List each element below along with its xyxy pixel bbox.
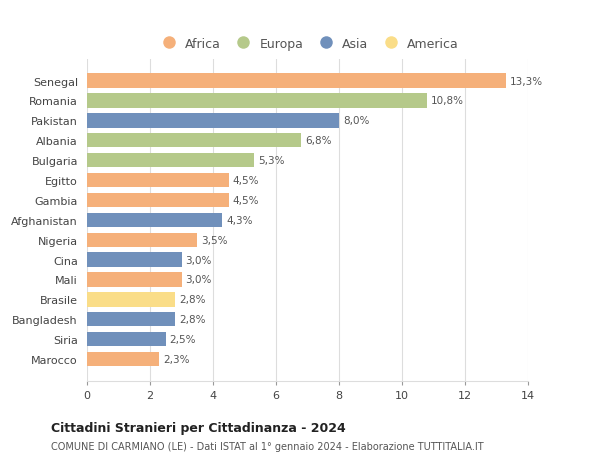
Legend: Africa, Europa, Asia, America: Africa, Europa, Asia, America <box>152 34 463 54</box>
Bar <box>87 313 175 327</box>
Bar <box>87 273 182 287</box>
Bar <box>87 292 175 307</box>
Text: Cittadini Stranieri per Cittadinanza - 2024: Cittadini Stranieri per Cittadinanza - 2… <box>51 421 346 434</box>
Text: 2,8%: 2,8% <box>179 295 205 305</box>
Text: 10,8%: 10,8% <box>431 96 464 106</box>
Bar <box>87 154 254 168</box>
Text: 6,8%: 6,8% <box>305 136 331 146</box>
Bar <box>87 193 229 207</box>
Text: 4,5%: 4,5% <box>233 196 259 206</box>
Bar <box>87 114 339 128</box>
Text: 3,5%: 3,5% <box>201 235 227 245</box>
Bar <box>87 253 182 267</box>
Text: 3,0%: 3,0% <box>185 255 212 265</box>
Text: 2,8%: 2,8% <box>179 314 205 325</box>
Bar <box>87 174 229 188</box>
Bar <box>87 134 301 148</box>
Text: 4,5%: 4,5% <box>233 176 259 185</box>
Text: 2,3%: 2,3% <box>163 354 190 364</box>
Bar <box>87 94 427 108</box>
Text: 4,3%: 4,3% <box>226 215 253 225</box>
Bar <box>87 213 223 228</box>
Text: 8,0%: 8,0% <box>343 116 369 126</box>
Text: 5,3%: 5,3% <box>258 156 284 166</box>
Text: 3,0%: 3,0% <box>185 275 212 285</box>
Bar <box>87 74 506 89</box>
Bar <box>87 233 197 247</box>
Text: 13,3%: 13,3% <box>510 77 543 86</box>
Bar <box>87 332 166 347</box>
Bar <box>87 352 160 366</box>
Text: COMUNE DI CARMIANO (LE) - Dati ISTAT al 1° gennaio 2024 - Elaborazione TUTTITALI: COMUNE DI CARMIANO (LE) - Dati ISTAT al … <box>51 441 484 451</box>
Text: 2,5%: 2,5% <box>170 335 196 344</box>
